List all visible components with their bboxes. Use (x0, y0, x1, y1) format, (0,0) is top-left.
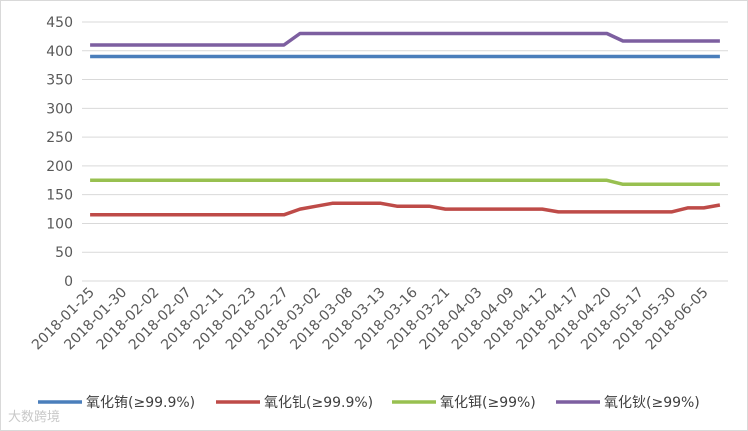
series-line (90, 178, 720, 187)
y-tick-label: 450 (46, 15, 73, 31)
y-tick-label: 200 (46, 159, 73, 175)
legend-label: 氧化钬(≥99%) (604, 395, 700, 411)
y-tick-label: 300 (46, 101, 73, 117)
legend-label: 氧化钆(≥99.9%) (264, 395, 373, 411)
y-tick-label: 0 (64, 274, 73, 290)
y-tick-label: 350 (46, 73, 73, 89)
legend-label: 氧化铒(≥99%) (440, 395, 536, 411)
y-tick-label: 100 (46, 216, 73, 232)
watermark: 大数跨境 (8, 410, 60, 425)
series-line (90, 201, 721, 217)
y-tick-label: 250 (46, 130, 73, 146)
y-tick-label: 400 (46, 44, 73, 60)
y-tick-label: 50 (55, 245, 73, 261)
y-tick-label: 150 (46, 188, 73, 204)
series-line (90, 31, 720, 47)
legend-label: 氧化铕(≥99.9%) (86, 395, 195, 411)
